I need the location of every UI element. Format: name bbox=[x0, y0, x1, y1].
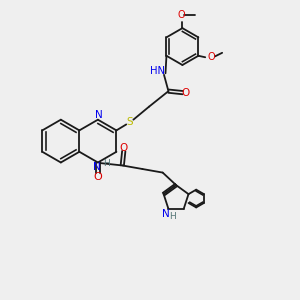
Text: HN: HN bbox=[150, 66, 165, 76]
Text: O: O bbox=[120, 143, 128, 153]
Text: N: N bbox=[94, 110, 102, 120]
Text: H: H bbox=[103, 159, 110, 168]
Text: N: N bbox=[162, 209, 170, 219]
Text: O: O bbox=[177, 11, 185, 20]
Text: S: S bbox=[127, 117, 133, 127]
Text: H: H bbox=[169, 212, 176, 221]
Text: O: O bbox=[181, 88, 189, 98]
Text: N: N bbox=[93, 162, 101, 172]
Text: O: O bbox=[207, 52, 215, 62]
Text: O: O bbox=[94, 172, 102, 182]
